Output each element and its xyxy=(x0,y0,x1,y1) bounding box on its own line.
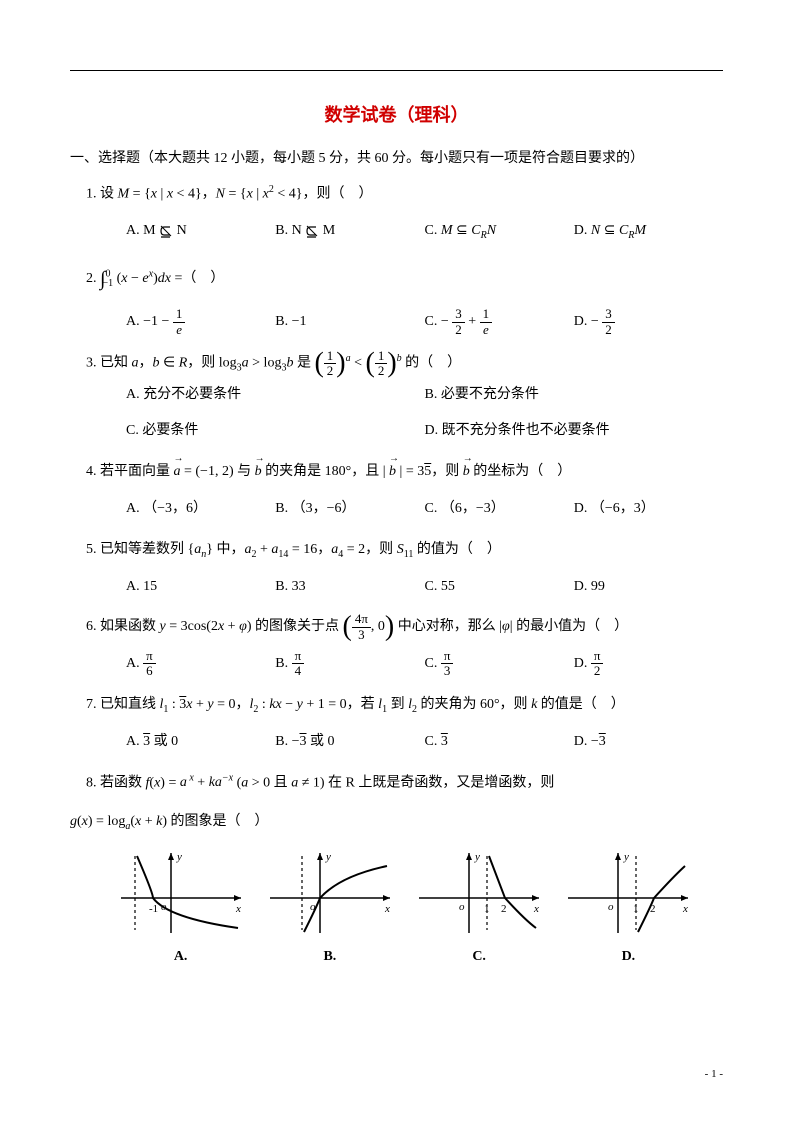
option: B. 33 xyxy=(275,572,424,603)
option: C. 55 xyxy=(425,572,574,603)
option: C. M ⊆ CRN xyxy=(425,216,574,247)
question: 7. 已知直线 l1 : 3x + y = 0，l2 : kx − y + 1 … xyxy=(86,690,723,758)
option: D. −3 xyxy=(574,727,723,758)
svg-text:x: x xyxy=(235,903,241,915)
option: B. （3，−6） xyxy=(275,494,424,525)
options-grid: A. 充分不必要条件B. 必要不充分条件C. 必要条件D. 既不充分条件也不必要… xyxy=(126,380,723,448)
option: B. 必要不充分条件 xyxy=(425,380,724,411)
question-stem: 8. 若函数 f(x) = a x + ka−x (a > 0 且 a ≠ 1)… xyxy=(86,768,723,799)
svg-text:o: o xyxy=(459,901,465,913)
option: A. 充分不必要条件 xyxy=(126,380,425,411)
graph-option: oxy-1A. xyxy=(116,848,246,973)
option: D. （−6，3） xyxy=(574,494,723,525)
option: A. −1 − 1e xyxy=(126,307,275,338)
top-rule xyxy=(70,70,723,71)
option: C. − 32 + 1e xyxy=(425,307,574,338)
option: A. π6 xyxy=(126,649,275,680)
question: 4. 若平面向量 a = (−1, 2) 与 b 的夹角是 180°，且 | b… xyxy=(86,457,723,525)
svg-text:y: y xyxy=(325,851,331,863)
option: A. 15 xyxy=(126,572,275,603)
question: 1. 设 M = {x | x < 4}，N = {x | x2 < 4}，则（… xyxy=(86,179,723,247)
question-stem: 1. 设 M = {x | x < 4}，N = {x | x2 < 4}，则（… xyxy=(86,179,723,210)
option: B. N M xyxy=(275,216,424,247)
svg-text:2: 2 xyxy=(501,903,507,915)
option: D. 99 xyxy=(574,572,723,603)
option: D. 既不充分条件也不必要条件 xyxy=(425,416,724,447)
option: D. − 32 xyxy=(574,307,723,338)
question-stem: 2. ∫0−1 (x − ex)dx =（ ） xyxy=(86,257,723,301)
option: B. −3 或 0 xyxy=(275,727,424,758)
question: 5. 已知等差数列 {an} 中，a2 + a14 = 16，a4 = 2，则 … xyxy=(86,535,723,603)
question-stem: 4. 若平面向量 a = (−1, 2) 与 b 的夹角是 180°，且 | b… xyxy=(86,457,723,488)
exam-page: 数学试卷（理科） 一、选择题（本大题共 12 小题，每小题 5 分，共 60 分… xyxy=(0,0,793,1100)
question: 6. 如果函数 y = 3cos(2x + φ) 的图像关于点 (4π3, 0)… xyxy=(86,612,723,680)
svg-text:x: x xyxy=(533,903,539,915)
question-stem: 7. 已知直线 l1 : 3x + y = 0，l2 : kx − y + 1 … xyxy=(86,690,723,721)
options-row: A. M NB. N MC. M ⊆ CRND. N ⊆ CRM xyxy=(126,216,723,247)
svg-text:x: x xyxy=(384,903,390,915)
option: D. π2 xyxy=(574,649,723,680)
svg-text:o: o xyxy=(608,901,614,913)
question-stem: 5. 已知等差数列 {an} 中，a2 + a14 = 16，a4 = 2，则 … xyxy=(86,535,723,566)
question: 3. 已知 a，b ∈ R，则 log3a > log3b 是 (12)a < … xyxy=(86,348,723,447)
graph-label: C. xyxy=(414,942,544,973)
svg-text:1: 1 xyxy=(484,903,490,915)
graphs-row: oxy-1A.oxyB.oxy21C.oxy21D. xyxy=(106,848,703,973)
option: B. π4 xyxy=(275,649,424,680)
graph-option: oxy21D. xyxy=(563,848,693,973)
svg-text:1: 1 xyxy=(633,903,639,915)
svg-text:y: y xyxy=(176,851,182,863)
option: C. （6，−3） xyxy=(425,494,574,525)
graph-option: oxyB. xyxy=(265,848,395,973)
section-header: 一、选择题（本大题共 12 小题，每小题 5 分，共 60 分。每小题只有一项是… xyxy=(70,147,723,167)
options-row: A. π6B. π4C. π3D. π2 xyxy=(126,649,723,680)
question-stem: 3. 已知 a，b ∈ R，则 log3a > log3b 是 (12)a < … xyxy=(86,348,723,379)
svg-text:y: y xyxy=(623,851,629,863)
exam-title: 数学试卷（理科） xyxy=(70,101,723,127)
option: C. π3 xyxy=(425,649,574,680)
svg-text:-1: -1 xyxy=(149,903,158,915)
option: B. −1 xyxy=(275,307,424,338)
question-stem: 6. 如果函数 y = 3cos(2x + φ) 的图像关于点 (4π3, 0)… xyxy=(86,612,723,643)
option: C. 3 xyxy=(425,727,574,758)
questions-container: 1. 设 M = {x | x < 4}，N = {x | x2 < 4}，则（… xyxy=(70,179,723,973)
graph-label: A. xyxy=(116,942,246,973)
options-row: A. −1 − 1eB. −1C. − 32 + 1eD. − 32 xyxy=(126,307,723,338)
options-row: A. 3 或 0B. −3 或 0C. 3D. −3 xyxy=(126,727,723,758)
option: A. （−3，6） xyxy=(126,494,275,525)
graph-label: B. xyxy=(265,942,395,973)
options-row: A. 15B. 33C. 55D. 99 xyxy=(126,572,723,603)
option: C. 必要条件 xyxy=(126,416,425,447)
question: 8. 若函数 f(x) = a x + ka−x (a > 0 且 a ≠ 1)… xyxy=(86,768,723,973)
svg-text:y: y xyxy=(474,851,480,863)
question-stem-cont: g(x) = loga(x + k) 的图象是（ ） xyxy=(70,807,723,838)
option: A. 3 或 0 xyxy=(126,727,275,758)
graph-option: o x y 21 C. xyxy=(414,848,544,973)
page-number: - 1 - xyxy=(705,1068,723,1080)
graph-label: D. xyxy=(563,942,693,973)
option: A. M N xyxy=(126,216,275,247)
question: 2. ∫0−1 (x − ex)dx =（ ） A. −1 − 1eB. −1C.… xyxy=(86,257,723,338)
svg-text:x: x xyxy=(682,903,688,915)
option: D. N ⊆ CRM xyxy=(574,216,723,247)
options-row: A. （−3，6）B. （3，−6）C. （6，−3）D. （−6，3） xyxy=(126,494,723,525)
